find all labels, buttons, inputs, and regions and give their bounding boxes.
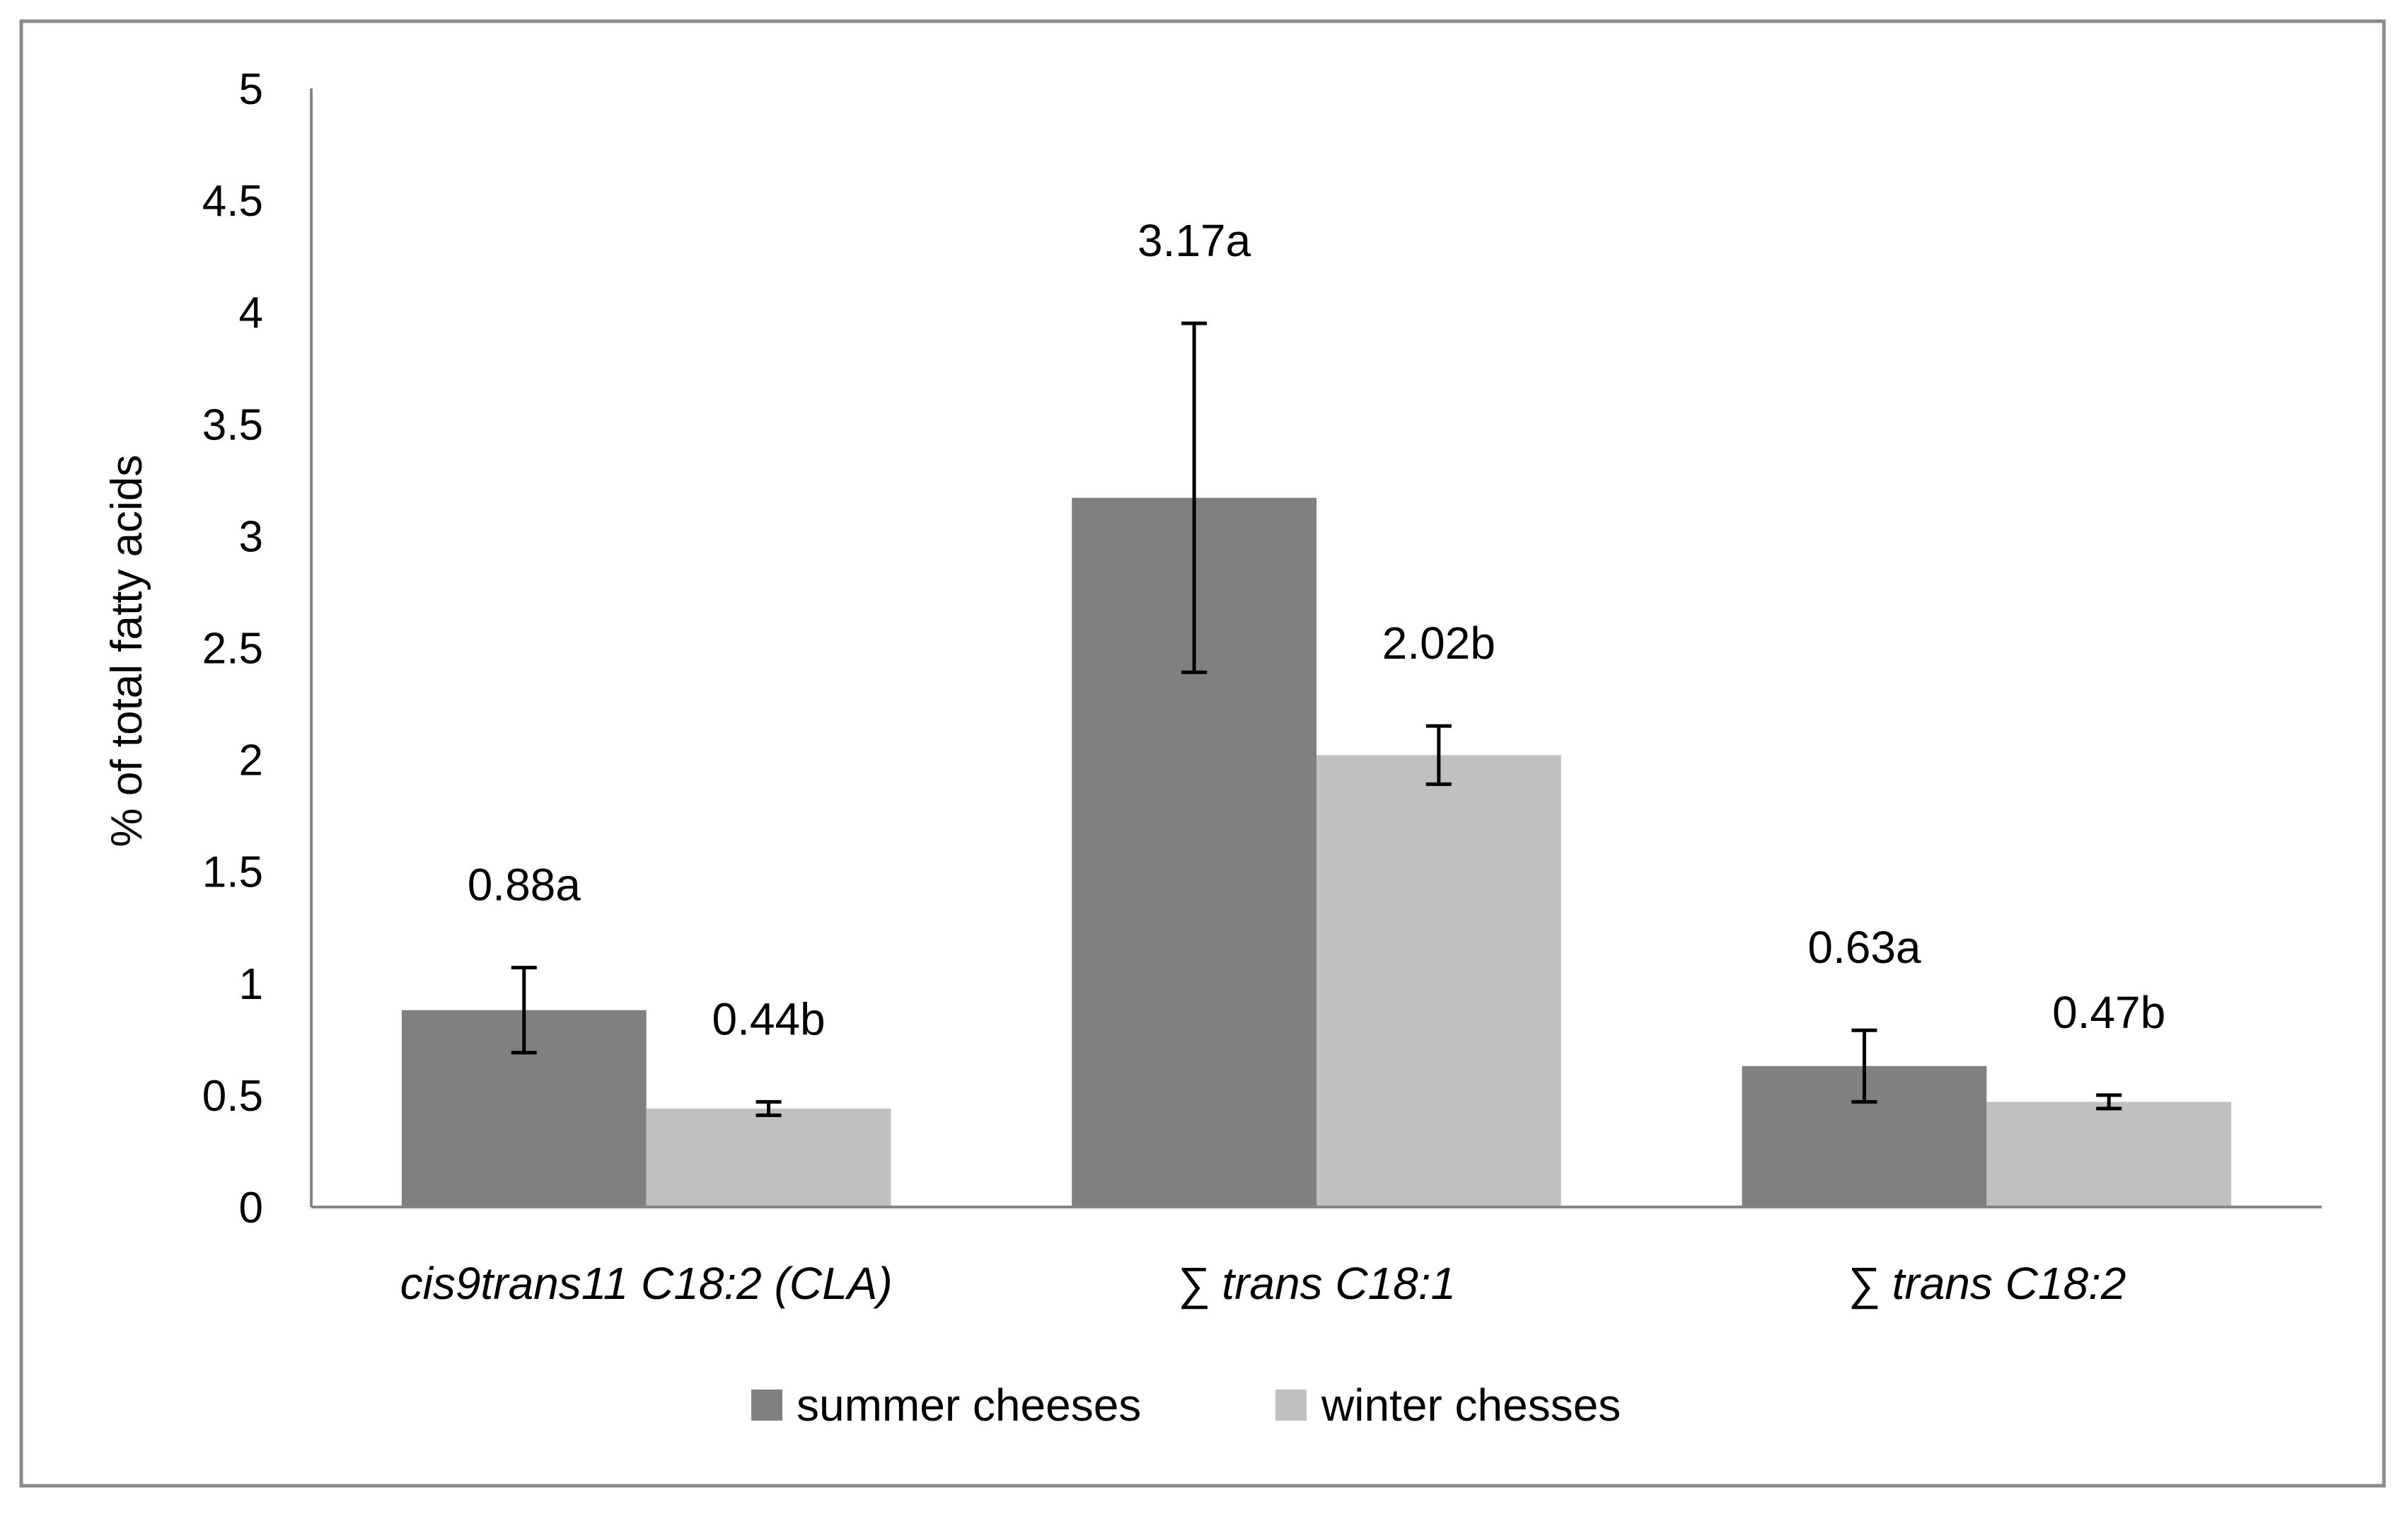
category-label: ∑ trans C18:2 bbox=[1847, 1258, 2126, 1310]
bars bbox=[401, 497, 2232, 1207]
data-label: 0.88a bbox=[468, 860, 581, 911]
legend-swatch-winter bbox=[1275, 1390, 1307, 1421]
y-tick-label: 1.5 bbox=[202, 848, 263, 897]
category-label: ∑ trans C18:1 bbox=[1177, 1258, 1456, 1310]
bar-winter bbox=[1986, 1102, 2232, 1207]
y-tick-label: 2.5 bbox=[202, 625, 263, 674]
data-label: 3.17a bbox=[1138, 215, 1251, 266]
data-labels: 0.88a 3.17a 0.63a 0.44b 2.02b 0.47b bbox=[468, 215, 2166, 1044]
y-tick-label: 0.5 bbox=[202, 1072, 263, 1121]
data-label: 0.63a bbox=[1807, 922, 1921, 973]
y-tick-label: 0 bbox=[239, 1184, 263, 1232]
y-axis-ticks: 0 0.5 1 1.5 2 2.5 3 3.5 4 4.5 5 bbox=[202, 65, 263, 1232]
legend: summer cheeses winter chesses bbox=[751, 1380, 1621, 1431]
category-label: cis9trans11 C18:2 (CLA) bbox=[400, 1258, 893, 1309]
y-tick-label: 4 bbox=[239, 289, 263, 337]
legend-swatch-summer bbox=[751, 1390, 782, 1421]
y-tick-label: 1 bbox=[239, 960, 263, 1009]
category-labels: cis9trans11 C18:2 (CLA) ∑ trans C18:1 ∑ tr… bbox=[400, 1258, 2126, 1310]
y-tick-label: 2 bbox=[239, 737, 263, 785]
y-tick-label: 4.5 bbox=[202, 177, 263, 226]
legend-label-winter: winter chesses bbox=[1321, 1380, 1621, 1431]
data-label: 0.47b bbox=[2052, 987, 2165, 1038]
legend-label-summer: summer cheeses bbox=[797, 1380, 1141, 1431]
error-bars bbox=[511, 321, 2122, 1117]
bar-winter bbox=[1316, 755, 1561, 1207]
data-label: 0.44b bbox=[712, 993, 825, 1044]
y-tick-label: 3.5 bbox=[202, 400, 263, 449]
bar-winter bbox=[646, 1108, 891, 1207]
y-axis-title: % of total fatty acids bbox=[103, 455, 151, 848]
y-tick-label: 3 bbox=[239, 512, 263, 561]
data-label: 2.02b bbox=[1382, 618, 1495, 669]
y-tick-label: 5 bbox=[239, 65, 263, 114]
